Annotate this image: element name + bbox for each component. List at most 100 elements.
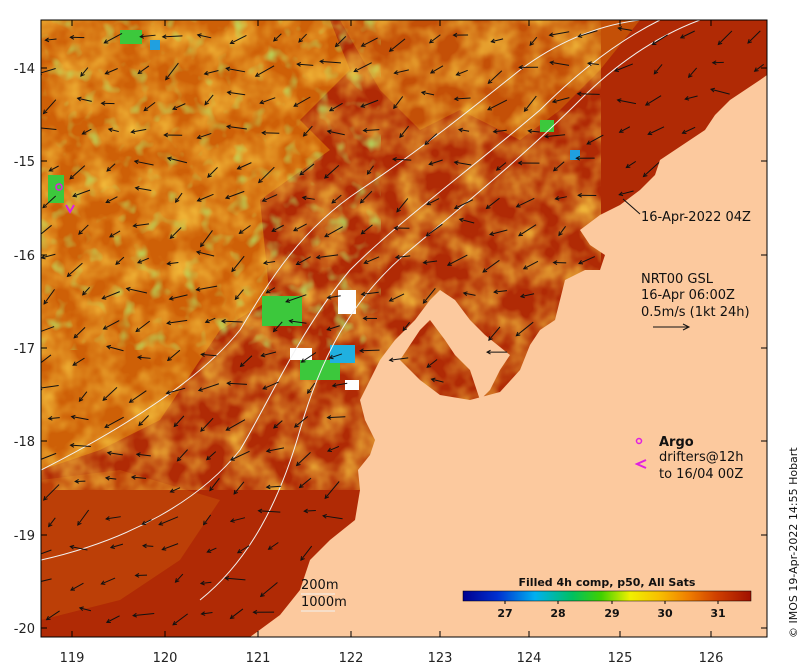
current-vector-head — [422, 260, 428, 265]
current-vector — [271, 224, 284, 232]
current-vector — [652, 34, 668, 46]
current-vector — [429, 159, 443, 165]
current-vector-head — [143, 106, 149, 112]
current-vector — [41, 578, 52, 582]
current-vector-head — [45, 615, 51, 621]
current-vector — [49, 165, 59, 172]
current-vector-head — [254, 72, 260, 77]
current-vector-head — [41, 236, 42, 238]
current-vector — [107, 452, 123, 456]
current-vector-head — [393, 104, 398, 110]
current-vector-head — [644, 101, 650, 106]
current-vector — [685, 95, 698, 100]
current-vector-head — [72, 361, 78, 366]
current-vector-head — [196, 33, 202, 38]
current-vector-head — [200, 427, 205, 432]
current-vector — [680, 30, 695, 39]
current-vector — [285, 294, 307, 303]
current-vector — [653, 64, 663, 75]
current-vector — [456, 69, 468, 76]
current-vector — [133, 223, 150, 227]
current-vector-head — [229, 456, 235, 461]
current-vector-head — [455, 71, 461, 76]
current-vector — [426, 359, 438, 368]
current-vector-head — [430, 377, 436, 383]
current-vector-head — [285, 298, 291, 303]
lat-tick-label: -19 — [14, 529, 35, 544]
current-vector — [558, 225, 566, 236]
current-vector — [131, 128, 147, 133]
current-vector-head — [204, 100, 209, 106]
current-vector — [201, 612, 213, 615]
current-vector — [331, 194, 342, 204]
current-vector — [523, 260, 539, 270]
current-vector-head — [426, 363, 432, 368]
current-vector — [463, 292, 476, 296]
colorbar-tick-label: 31 — [710, 607, 725, 620]
current-vector — [230, 608, 244, 619]
current-vector-head — [130, 129, 136, 134]
current-vector-head — [625, 163, 631, 169]
current-vector-head — [44, 37, 50, 43]
current-vector-head — [420, 90, 426, 96]
current-vector-head — [326, 447, 332, 452]
current-vector-head — [37, 330, 41, 334]
current-vector-head — [102, 396, 108, 401]
current-vector-head — [324, 174, 329, 179]
current-vector — [197, 132, 212, 139]
land-mass — [250, 20, 767, 637]
current-vector — [258, 166, 275, 183]
current-vector — [619, 126, 631, 133]
lat-tick-label: -17 — [14, 342, 35, 357]
current-vector-head — [551, 98, 557, 104]
current-vector — [360, 349, 380, 352]
current-vector — [273, 321, 283, 332]
current-vector-head — [234, 295, 240, 301]
current-vector-head — [47, 522, 53, 528]
current-vector-head — [273, 36, 278, 42]
current-vector-head — [360, 291, 366, 297]
current-vector — [239, 225, 251, 234]
current-vector-head — [174, 578, 180, 583]
current-vector — [142, 519, 152, 525]
current-vector-head — [231, 267, 236, 273]
current-vector — [262, 194, 278, 202]
current-vector-head — [578, 260, 584, 265]
colorbar-gradient — [462, 590, 752, 602]
current-vector — [237, 545, 250, 554]
current-vector — [106, 345, 124, 352]
current-vector-head — [260, 352, 266, 358]
argo-legend: Argo drifters@12h to 16/04 00Z — [634, 435, 744, 482]
current-vector-head — [206, 548, 212, 553]
current-vector — [577, 93, 600, 95]
current-vector — [67, 262, 83, 277]
current-vector-head — [107, 127, 113, 133]
current-vector — [266, 447, 285, 452]
current-vector-head — [48, 167, 54, 172]
current-vector-head — [293, 102, 299, 107]
current-vector — [237, 162, 252, 170]
current-vector-head — [517, 160, 523, 166]
current-vector — [167, 319, 188, 324]
current-vector — [293, 223, 307, 232]
current-vector — [78, 224, 89, 235]
current-vector — [41, 68, 56, 74]
current-vector — [41, 224, 52, 235]
current-vector-head — [200, 242, 205, 248]
current-vector — [102, 387, 118, 401]
current-vector-head — [488, 336, 493, 341]
current-vector-head — [366, 170, 372, 175]
current-vector-head — [265, 448, 271, 453]
current-vector-head — [41, 126, 42, 127]
current-vector — [48, 517, 56, 527]
current-vector-head — [272, 327, 278, 333]
current-vector — [587, 62, 599, 66]
current-vector — [626, 160, 637, 168]
current-vector-head — [70, 586, 75, 591]
current-vector — [682, 126, 696, 134]
current-vector-head — [105, 198, 111, 204]
current-vector-head — [302, 131, 308, 137]
lon-tick-label: 123 — [428, 651, 453, 666]
current-vector — [106, 163, 116, 172]
current-vector-head — [452, 32, 458, 38]
